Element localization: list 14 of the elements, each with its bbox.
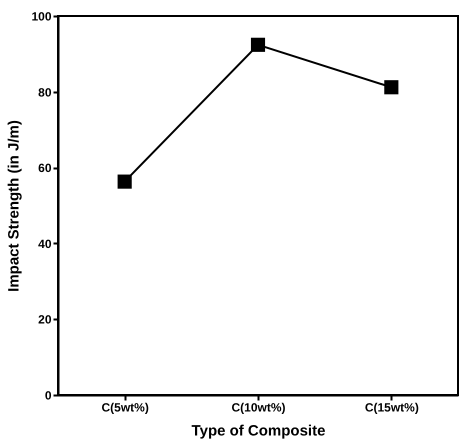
y-axis-title: Impact Strength (in J/m): [5, 120, 22, 292]
x-tick-label: C(5wt%): [101, 400, 149, 414]
y-tick-label: 60: [38, 161, 52, 176]
y-tick-label: 100: [31, 10, 52, 24]
y-tick-label: 0: [44, 388, 52, 402]
point: [118, 174, 132, 189]
y-tick-label: 40: [38, 236, 52, 251]
y-tick-label: 20: [38, 312, 52, 327]
point: [250, 38, 266, 52]
x-tick-label: C(15wt%): [364, 400, 419, 414]
x-tick-label: C(10wt%): [231, 400, 286, 414]
point: [384, 80, 398, 94]
x-axis-title: Type of Composite: [192, 422, 326, 440]
y-tick-label: 80: [38, 85, 52, 100]
